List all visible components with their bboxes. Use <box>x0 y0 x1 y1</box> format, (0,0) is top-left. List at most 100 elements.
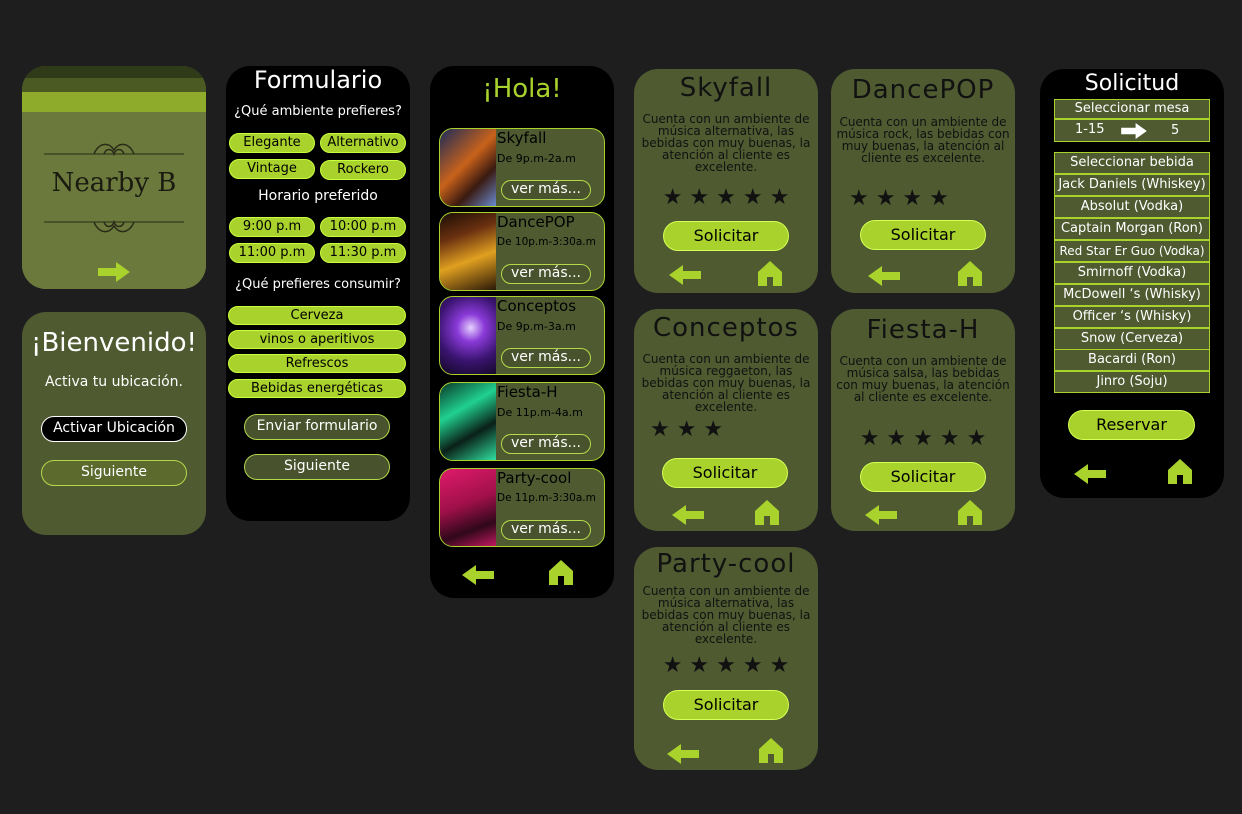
see-more-button[interactable]: ver más... <box>501 434 591 454</box>
next-button[interactable]: Siguiente <box>244 454 390 480</box>
form-title: Formulario <box>253 66 383 94</box>
drink-option[interactable]: McDowell ‘s (Whisky) <box>1054 284 1210 306</box>
request-button[interactable]: Solicitar <box>860 220 986 250</box>
venue-title: DancePOP <box>851 75 995 105</box>
venue-card[interactable]: Fiesta-H De 11p.m-4a.m ver más... <box>439 382 605 461</box>
back-arrow-icon[interactable] <box>669 265 701 285</box>
venues-list-screen: ¡Hola! Skyfall De 9p.m-2a.m ver más... D… <box>430 66 614 598</box>
drink-option[interactable]: Jinro (Soju) <box>1054 371 1210 393</box>
venue-card[interactable]: Skyfall De 9p.m-2a.m ver más... <box>439 128 605 207</box>
drink-option[interactable]: Smirnoff (Vodka) <box>1054 262 1210 284</box>
table-range: 1-15 <box>1075 122 1105 137</box>
venue-title: Party-cool <box>656 549 796 579</box>
ambiente-question: ¿Qué ambiente prefieres? <box>234 104 402 119</box>
splash-band-body <box>22 112 206 289</box>
drink-option[interactable]: Jack Daniels (Whiskey) <box>1054 174 1210 196</box>
request-button[interactable]: Solicitar <box>662 458 788 488</box>
consumo-option[interactable]: vinos o aperitivos <box>228 330 406 349</box>
back-arrow-icon[interactable] <box>868 266 900 286</box>
drink-option[interactable]: Captain Morgan (Ron) <box>1054 218 1210 240</box>
arrow-right-icon[interactable] <box>98 262 130 282</box>
venue-description: Cuenta con un ambiente de música rock, l… <box>836 115 1010 165</box>
venue-name: Party-cool <box>497 469 572 487</box>
back-arrow-icon[interactable] <box>672 505 704 525</box>
drink-option[interactable]: Snow (Cerveza) <box>1054 328 1210 350</box>
reserve-button[interactable]: Reservar <box>1068 410 1195 440</box>
horario-option[interactable]: 9:00 p.m <box>229 217 315 237</box>
back-arrow-icon[interactable] <box>865 505 897 525</box>
ambiente-option[interactable]: Vintage <box>229 159 315 179</box>
home-icon[interactable] <box>958 500 982 525</box>
back-arrow-icon[interactable] <box>462 565 494 585</box>
request-button[interactable]: Solicitar <box>663 690 789 720</box>
horario-option[interactable]: 11:30 p.m <box>320 243 406 263</box>
venue-description: Cuenta con un ambiente de música salsa, … <box>836 354 1010 404</box>
home-icon[interactable] <box>758 261 782 286</box>
ambiente-option[interactable]: Alternativo <box>320 133 406 153</box>
splash-title: Nearby B <box>51 168 177 198</box>
consumo-option[interactable]: Refrescos <box>228 354 406 373</box>
venue-photo <box>440 297 496 374</box>
venue-title: Skyfall <box>679 73 773 103</box>
rating-stars: ★ ★ ★ ★ ★ <box>859 426 987 451</box>
drink-option[interactable]: Red Star Er Guo (Vodka) <box>1054 240 1210 262</box>
horario-option[interactable]: 10:00 p.m <box>320 217 406 237</box>
home-icon[interactable] <box>759 738 783 763</box>
consumo-option[interactable]: Cerveza <box>228 306 406 325</box>
welcome-title: ¡Bienvenido! <box>31 328 197 358</box>
home-icon[interactable] <box>1168 459 1192 484</box>
ambiente-option[interactable]: Elegante <box>229 133 315 153</box>
venue-card[interactable]: DancePOP De 10p.m-3:30a.m ver más... <box>439 212 605 291</box>
welcome-subtitle: Activa tu ubicación. <box>45 374 183 390</box>
request-title: Solicitud <box>1084 71 1180 96</box>
back-arrow-icon[interactable] <box>667 744 699 764</box>
venue-detail-dancepop: DancePOP Cuenta con un ambiente de músic… <box>831 69 1015 293</box>
drink-option[interactable]: Absolut (Vodka) <box>1054 196 1210 218</box>
venue-name: Skyfall <box>497 129 547 147</box>
activate-location-button[interactable]: Activar Ubicación <box>41 416 187 442</box>
venue-hours: De 10p.m-3:30a.m <box>497 236 596 248</box>
arrow-right-icon[interactable] <box>1121 123 1147 139</box>
venue-card[interactable]: Conceptos De 9p.m-3a.m ver más... <box>439 296 605 375</box>
venue-hours: De 9p.m-2a.m <box>497 152 576 165</box>
venue-card[interactable]: Party-cool De 11p.m-3:30a.m ver más... <box>439 468 605 547</box>
ambiente-option[interactable]: Rockero <box>320 160 406 180</box>
venue-title: Fiesta-H <box>866 315 980 345</box>
rating-stars: ★ ★ ★ ★ ★ <box>662 653 790 678</box>
venue-detail-conceptos: Conceptos Cuenta con un ambiente de músi… <box>634 309 818 531</box>
splash-band-3 <box>22 92 206 112</box>
venue-photo <box>440 213 496 290</box>
drink-option[interactable]: Officer ‘s (Whisky) <box>1054 306 1210 328</box>
venue-detail-skyfall: Skyfall Cuenta con un ambiente de música… <box>634 69 818 293</box>
submit-form-button[interactable]: Enviar formulario <box>244 414 390 440</box>
see-more-button[interactable]: ver más... <box>501 520 591 540</box>
venue-photo <box>440 383 496 460</box>
request-button[interactable]: Solicitar <box>860 462 986 492</box>
venue-detail-party-cool: Party-cool Cuenta con un ambiente de mús… <box>634 547 818 770</box>
ornament-bottom-icon <box>44 219 184 233</box>
drink-option[interactable]: Bacardi (Ron) <box>1054 349 1210 371</box>
request-button[interactable]: Solicitar <box>663 221 789 251</box>
home-icon[interactable] <box>755 500 779 525</box>
see-more-button[interactable]: ver más... <box>501 348 591 368</box>
splash-band-top <box>22 66 206 78</box>
rating-stars: ★ ★ ★ ★ ★ <box>662 185 790 210</box>
rating-stars: ★ ★ ★ <box>650 417 724 442</box>
venue-name: Conceptos <box>497 297 577 315</box>
next-button[interactable]: Siguiente <box>41 460 187 486</box>
horario-option[interactable]: 11:00 p.m <box>229 243 315 263</box>
horario-question: Horario preferido <box>258 188 378 204</box>
drink-selector-header: Seleccionar bebida <box>1054 152 1210 174</box>
venue-description: Cuenta con un ambiente de música alterna… <box>641 112 811 174</box>
table-selector[interactable]: 1-15 5 <box>1054 119 1210 142</box>
consumo-question: ¿Qué prefieres consumir? <box>235 277 401 292</box>
welcome-screen: ¡Bienvenido! Activa tu ubicación. Activa… <box>22 312 206 535</box>
rating-stars: ★ ★ ★ ★ <box>849 186 949 211</box>
home-icon[interactable] <box>958 261 982 286</box>
home-icon[interactable] <box>549 560 573 585</box>
back-arrow-icon[interactable] <box>1074 464 1106 484</box>
request-screen: Solicitud Seleccionar mesa 1-15 5 Selecc… <box>1040 69 1224 498</box>
see-more-button[interactable]: ver más... <box>501 180 591 200</box>
see-more-button[interactable]: ver más... <box>501 264 591 284</box>
consumo-option[interactable]: Bebidas energéticas <box>228 379 406 398</box>
